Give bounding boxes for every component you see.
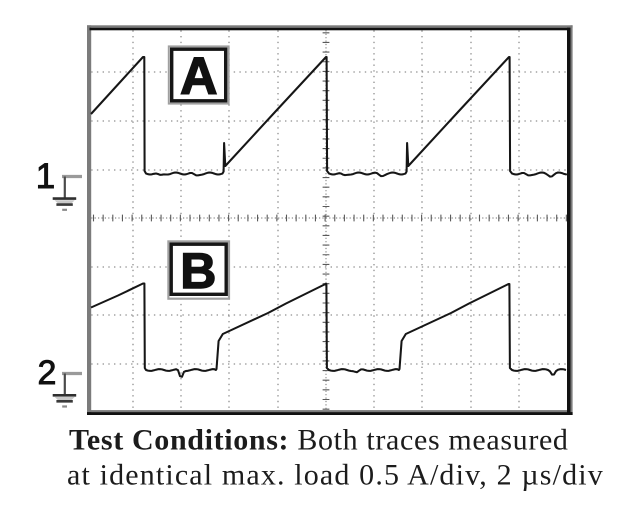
svg-text:at identical max. load 0.5 A/d: at identical max. load 0.5 A/div, 2 µs/d…	[67, 459, 604, 492]
svg-text:Test Conditions: Both traces m: Test Conditions: Both traces measured	[69, 424, 569, 457]
svg-text:B: B	[180, 243, 216, 299]
svg-text:A: A	[180, 48, 218, 106]
svg-text:1: 1	[36, 157, 55, 196]
svg-text:2: 2	[38, 354, 57, 392]
